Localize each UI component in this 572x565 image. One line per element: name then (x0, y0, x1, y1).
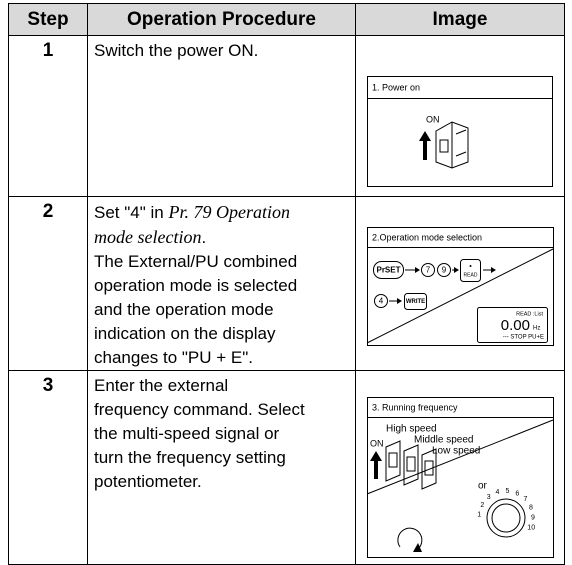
image-cell: 3. Running frequency High speed Middle s… (355, 370, 565, 565)
speed-label: Low speed (432, 446, 480, 457)
key-label: PrSET (376, 266, 400, 275)
dial-knob (491, 503, 521, 533)
image-frame (367, 76, 553, 187)
dial-number: 6 (515, 490, 519, 497)
diagonal (366, 419, 554, 495)
speed-label: Middle speed (414, 435, 473, 446)
text: Set "4" in (94, 203, 169, 222)
arrowhead (415, 267, 420, 273)
switches (385, 440, 437, 490)
procedure: Switch the power ON. (87, 35, 356, 197)
key (437, 263, 451, 277)
arrowhead (454, 267, 459, 273)
dial-number: 3 (487, 494, 491, 501)
dial-number: 4 (496, 489, 500, 496)
page: Step Operation Procedure Image 1 Switch … (8, 3, 565, 565)
key-label: READ (464, 272, 478, 278)
procedure-line: The External/PU combined (94, 252, 298, 271)
procedure-line: indication on the display (94, 324, 276, 343)
procedure-line: frequency command. Select (94, 400, 305, 419)
image-title: 2.Operation mode selection (372, 232, 482, 242)
image: 3. Running frequency High speed Middle s… (366, 397, 554, 558)
dial (486, 498, 526, 538)
breaker-detail (455, 129, 467, 135)
image-frame (367, 227, 554, 346)
row: 3 Enter the external frequency command. … (8, 370, 565, 565)
image: 1. Power on ON (367, 76, 553, 187)
switch (421, 448, 437, 490)
breaker-lever (439, 139, 449, 153)
procedure-line: operation mode is selected (94, 276, 298, 295)
image-title: 3. Running frequency (372, 402, 458, 412)
procedure-line: turn the frequency setting (94, 448, 286, 467)
procedure-table: Step Operation Procedure Image 1 Switch … (8, 3, 565, 565)
key (421, 263, 435, 277)
image-cell: 2.Operation mode selection PrSET 7 9 REA… (355, 196, 565, 371)
step: 3 (8, 370, 88, 565)
procedure-line: Switch the power ON. (94, 41, 259, 60)
header-row: Step Operation Procedure Image (8, 3, 565, 36)
switch-lever (406, 456, 416, 472)
procedure: Enter the external frequency command. Se… (87, 370, 356, 565)
display-value: 0.00 (501, 317, 530, 334)
key (460, 259, 481, 282)
arrow (370, 451, 382, 479)
key-label: 7 (426, 266, 431, 275)
key (374, 294, 388, 308)
key (373, 261, 404, 279)
image-title: 1. Power on (372, 82, 420, 92)
key-label: 9 (442, 266, 447, 275)
image: 2.Operation mode selection PrSET 7 9 REA… (366, 227, 554, 346)
row: 2 Set "4" in Pr. 79 Operation mode selec… (8, 196, 565, 371)
step: 2 (8, 196, 88, 371)
display-unit: Hz (533, 326, 540, 332)
dial-number: 5 (506, 488, 510, 495)
display (477, 307, 548, 343)
procedure-line: and the operation mode (94, 300, 274, 319)
header-cell: Step (8, 3, 88, 36)
procedure-line: Enter the external (94, 376, 229, 395)
header-cell: Image (355, 3, 565, 36)
procedure-line: changes to "PU + E". (94, 348, 254, 367)
dial-number: 9 (531, 515, 535, 522)
procedure-line: potentiometer. (94, 472, 202, 491)
diagonal (366, 248, 554, 344)
or-label: or (478, 481, 488, 492)
procedure: Set "4" in Pr. 79 Operation mode selecti… (87, 196, 356, 371)
text: . (201, 228, 207, 247)
key-label: 4 (379, 297, 384, 306)
image-cell: 1. Power on ON (355, 35, 565, 197)
switch-lever (388, 452, 398, 468)
key (404, 293, 427, 310)
switch-label: ON (426, 114, 440, 124)
parameter-reference: Pr. 79 Operation (168, 202, 290, 222)
procedure-line: mode selection. (94, 225, 355, 250)
switch-lever (424, 460, 434, 476)
speed-label: High speed (386, 424, 437, 435)
dial-number: 1 (477, 512, 481, 519)
arrowhead (491, 267, 496, 273)
rotation-arrow (397, 527, 423, 550)
switch (385, 440, 401, 482)
display-text: READ :List (516, 311, 543, 317)
step: 1 (8, 35, 88, 197)
arrowhead (397, 298, 402, 304)
procedure-line: the multi-speed signal or (94, 424, 280, 443)
parameter-reference: mode selection (94, 227, 202, 247)
dial-number: 7 (524, 496, 528, 503)
display-text: --- STOP PU+E (503, 335, 544, 341)
procedure-line: Set "4" in Pr. 79 Operation (94, 200, 355, 225)
row: 1 Switch the power ON. 1. Power on ON (8, 35, 565, 197)
breaker-detail (455, 151, 467, 157)
arrow (419, 131, 431, 160)
switch (403, 444, 419, 486)
header-cell: Operation Procedure (87, 3, 356, 36)
dial-number: 2 (480, 502, 484, 509)
dial-number: 8 (529, 505, 533, 512)
dial-number: 10 (527, 525, 535, 532)
switch-label: ON (370, 438, 384, 448)
key-label: WRITE (406, 299, 425, 305)
key-dot (469, 265, 472, 267)
